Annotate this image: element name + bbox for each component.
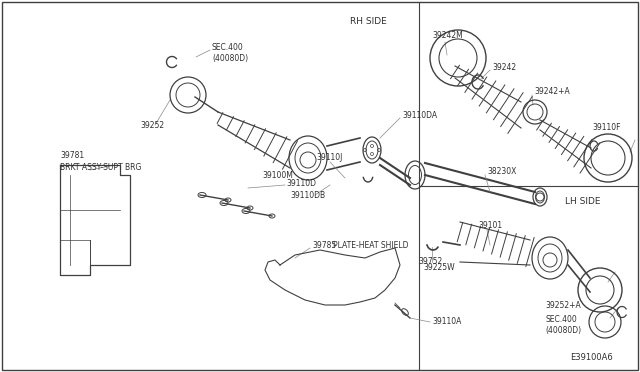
Text: BRKT ASSY-SUPT BRG: BRKT ASSY-SUPT BRG xyxy=(60,164,141,173)
Text: RH SIDE: RH SIDE xyxy=(350,17,387,26)
Text: 39242M: 39242M xyxy=(432,31,463,39)
Text: E39100A6: E39100A6 xyxy=(570,353,612,362)
Text: 39252: 39252 xyxy=(140,121,164,129)
Text: (40080D): (40080D) xyxy=(212,54,248,62)
Text: 38230X: 38230X xyxy=(487,167,516,176)
Text: 39252+A: 39252+A xyxy=(545,301,580,310)
Text: PLATE-HEAT SHIELD: PLATE-HEAT SHIELD xyxy=(333,241,408,250)
Text: (40080D): (40080D) xyxy=(545,326,581,334)
Text: SEC.400: SEC.400 xyxy=(212,44,244,52)
Text: 39781: 39781 xyxy=(60,151,84,160)
Text: SEC.400: SEC.400 xyxy=(545,315,577,324)
Text: 39110DB: 39110DB xyxy=(290,192,325,201)
Text: 39100M: 39100M xyxy=(262,170,293,180)
Text: 39225W: 39225W xyxy=(423,263,454,273)
Text: 39785: 39785 xyxy=(312,241,336,250)
Text: 39110DA: 39110DA xyxy=(402,110,437,119)
Text: 39242+A: 39242+A xyxy=(534,87,570,96)
Text: 39110A: 39110A xyxy=(432,317,461,327)
Text: 39110J: 39110J xyxy=(316,154,342,163)
Text: 39752: 39752 xyxy=(418,257,442,266)
Text: 39242: 39242 xyxy=(492,62,516,71)
Text: 39110D: 39110D xyxy=(286,179,316,187)
Text: LH SIDE: LH SIDE xyxy=(565,198,600,206)
Text: 39110F: 39110F xyxy=(592,124,621,132)
Text: 39101: 39101 xyxy=(478,221,502,230)
